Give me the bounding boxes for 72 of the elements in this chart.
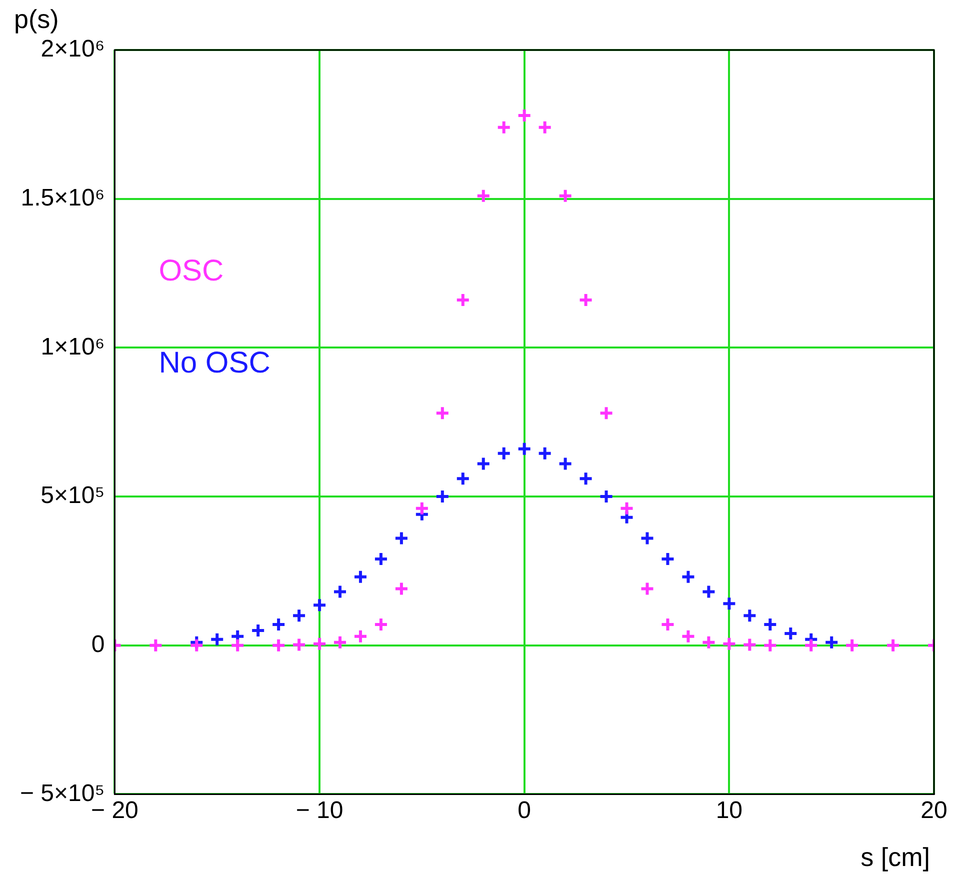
point (332, 634, 348, 650)
point (783, 626, 798, 641)
point (742, 637, 758, 652)
point (496, 120, 512, 135)
point (394, 530, 409, 546)
y-tick-label: 1×10⁶ (40, 333, 105, 360)
point (414, 500, 430, 516)
point (394, 581, 409, 596)
point (722, 636, 737, 652)
point (352, 569, 368, 584)
point (762, 638, 778, 653)
point (271, 638, 286, 653)
y-tick-label: 0 (91, 630, 105, 658)
point (476, 188, 491, 204)
point (455, 471, 470, 486)
point (373, 617, 388, 632)
point (189, 638, 204, 653)
x-tick-label: 20 (920, 797, 948, 824)
point (271, 617, 286, 632)
point (352, 628, 368, 644)
point (804, 638, 819, 653)
point (824, 634, 840, 650)
point (332, 584, 348, 600)
y-tick-label: 2×10⁶ (40, 36, 105, 63)
point (558, 188, 573, 204)
point (373, 552, 388, 567)
point (619, 500, 634, 516)
point (598, 406, 614, 421)
point (230, 638, 246, 653)
x-tick-label: 10 (716, 797, 743, 824)
point (496, 446, 512, 461)
point (558, 456, 573, 472)
point (312, 636, 328, 652)
point (680, 628, 696, 644)
point (292, 637, 307, 652)
y-tick-label: 1.5×10⁶ (20, 184, 105, 212)
x-tick-label: − 10 (296, 797, 344, 824)
x-tick-label: 0 (518, 797, 532, 824)
point (455, 292, 470, 308)
point (844, 638, 860, 653)
point (537, 446, 552, 461)
point (292, 608, 307, 624)
y-axis-title: p(s) (14, 4, 59, 34)
point (210, 632, 225, 647)
point (701, 634, 716, 650)
point (660, 617, 676, 632)
point (598, 489, 614, 504)
point (476, 456, 491, 472)
point (660, 552, 676, 567)
point (762, 617, 778, 632)
point (434, 489, 450, 504)
point (722, 596, 737, 612)
point (250, 622, 266, 638)
point (886, 638, 901, 653)
point (148, 638, 164, 653)
y-tick-label: 5×10⁵ (40, 482, 105, 510)
y-tick-label: − 5×10⁵ (20, 780, 105, 807)
point (680, 569, 696, 584)
point (516, 108, 532, 123)
point (312, 598, 328, 613)
point (742, 608, 758, 624)
point (516, 441, 532, 456)
x-axis-title: s [cm] (860, 842, 930, 872)
text: OSC (158, 254, 224, 288)
point (640, 581, 655, 596)
point (434, 406, 450, 421)
text: No OSC (158, 346, 270, 380)
point (640, 530, 655, 546)
point (537, 120, 552, 135)
point (578, 471, 594, 486)
point (701, 584, 716, 600)
point (578, 292, 594, 308)
